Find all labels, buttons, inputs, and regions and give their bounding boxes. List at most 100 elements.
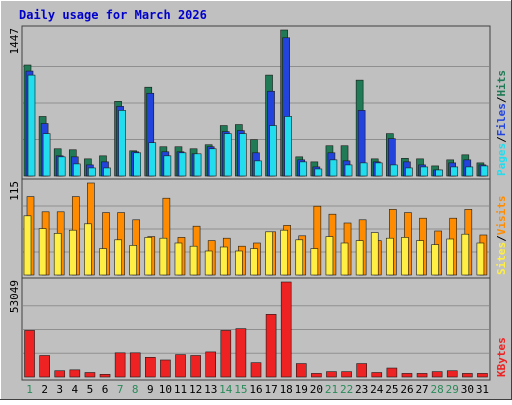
bar-sites-day-21 [325, 236, 334, 276]
bar-pages-day-9 [148, 142, 157, 177]
day-label-23: 23 [355, 383, 368, 396]
bar-sites-day-31 [476, 242, 485, 276]
bar-kbytes-day-21 [326, 371, 337, 378]
bar-pages-day-11 [178, 152, 187, 177]
bar-pages-day-22 [344, 164, 353, 177]
panel-max-label: 115 [8, 181, 21, 201]
bar-kbytes-day-18 [280, 281, 292, 378]
bar-kbytes-day-23 [356, 363, 367, 378]
bar-kbytes-day-2 [39, 355, 50, 378]
panel-max-label: 1447 [8, 28, 21, 55]
day-label-25: 25 [385, 383, 398, 396]
day-label-3: 3 [56, 383, 63, 396]
bar-pages-day-31 [480, 165, 489, 177]
day-label-31: 31 [476, 383, 489, 396]
bar-pages-day-8 [133, 152, 141, 177]
panel-visits-sites: 115 Sites/Visits [8, 178, 508, 279]
bar-pages-day-24 [374, 162, 383, 177]
legend-hits: Hits [495, 70, 508, 97]
bar-kbytes-day-30 [462, 373, 473, 378]
legend-separator: / [495, 136, 508, 143]
bar-pages-day-25 [390, 164, 398, 177]
bar-pages-day-30 [465, 166, 474, 177]
bar-pages-day-13 [208, 148, 217, 177]
bar-kbytes-day-9 [145, 357, 156, 378]
day-label-28: 28 [431, 383, 444, 396]
bar-sites-day-13 [204, 250, 213, 276]
bar-pages-day-27 [420, 166, 428, 177]
bar-sites-day-14 [219, 246, 228, 276]
bar-sites-day-15 [235, 250, 243, 276]
bar-kbytes-day-7 [114, 352, 126, 378]
day-label-9: 9 [147, 383, 154, 396]
bar-pages-day-7 [118, 110, 126, 177]
bar-kbytes-day-12 [190, 355, 201, 378]
bar-sites-day-23 [355, 240, 364, 276]
bar-sites-day-9 [144, 237, 153, 276]
day-label-27: 27 [415, 383, 428, 396]
bar-kbytes-day-8 [129, 352, 141, 378]
bar-pages-day-2 [42, 133, 51, 177]
bar-kbytes-day-15 [235, 328, 247, 378]
bar-kbytes-day-3 [54, 370, 66, 378]
chart-title: Daily usage for March 2026 [19, 8, 207, 22]
day-label-10: 10 [159, 383, 172, 396]
legend-files: Files [495, 103, 508, 136]
bar-pages-day-12 [193, 153, 202, 177]
bar-pages-day-5 [88, 167, 96, 177]
bar-sites-day-8 [129, 245, 137, 276]
bar-sites-day-1 [23, 215, 32, 276]
bar-sites-day-10 [159, 237, 168, 276]
bar-pages-day-20 [314, 168, 323, 177]
day-label-5: 5 [87, 383, 94, 396]
bar-kbytes-day-17 [265, 314, 277, 378]
bar-sites-day-18 [280, 229, 288, 276]
day-label-21: 21 [325, 383, 338, 396]
day-label-14: 14 [219, 383, 233, 396]
bar-pages-day-18 [284, 116, 292, 177]
bar-kbytes-day-29 [446, 370, 458, 378]
day-label-15: 15 [234, 383, 247, 396]
bar-pages-day-1 [27, 74, 36, 177]
bar-kbytes-day-24 [371, 372, 383, 378]
bar-sites-day-3 [53, 233, 62, 276]
bar-pages-day-15 [239, 133, 247, 177]
bar-kbytes-day-10 [160, 359, 171, 378]
panel-legend: Sites/Visits [495, 196, 508, 276]
bar-sites-day-29 [446, 238, 455, 276]
bar-sites-day-17 [265, 231, 273, 276]
bar-pages-day-19 [299, 161, 308, 177]
bar-kbytes-day-11 [175, 354, 186, 378]
panel-kbytes: 53049 KBytes [8, 277, 508, 381]
bar-pages-day-21 [329, 159, 338, 177]
panel-legend: Pages/Files/Hits [495, 70, 508, 176]
legend-kbytes: KBytes [495, 337, 508, 377]
legend-sites: Sites [495, 242, 508, 275]
bar-pages-day-14 [223, 133, 232, 177]
bar-sites-day-12 [189, 245, 198, 276]
bar-sites-day-11 [174, 242, 183, 276]
day-label-18: 18 [280, 383, 293, 396]
bar-sites-day-25 [386, 237, 394, 276]
bar-pages-day-28 [435, 169, 443, 177]
day-label-12: 12 [189, 383, 202, 396]
day-label-30: 30 [461, 383, 474, 396]
bar-pages-day-6 [103, 167, 111, 177]
day-label-11: 11 [174, 383, 187, 396]
bar-sites-day-7 [114, 239, 122, 276]
bar-pages-day-29 [450, 166, 459, 177]
bar-kbytes-day-6 [99, 374, 111, 378]
panel-frame [21, 277, 491, 381]
bar-kbytes-day-5 [84, 372, 96, 378]
bar-pages-day-23 [359, 162, 368, 177]
day-label-19: 19 [295, 383, 308, 396]
bar-kbytes-day-13 [205, 351, 217, 378]
bar-kbytes-day-22 [341, 371, 352, 378]
bar-sites-day-19 [295, 239, 304, 276]
bar-sites-day-24 [370, 232, 379, 276]
day-label-7: 7 [117, 383, 124, 396]
bar-pages-day-4 [72, 163, 81, 177]
panel-max-label: 53049 [8, 280, 21, 313]
day-label-29: 29 [446, 383, 459, 396]
